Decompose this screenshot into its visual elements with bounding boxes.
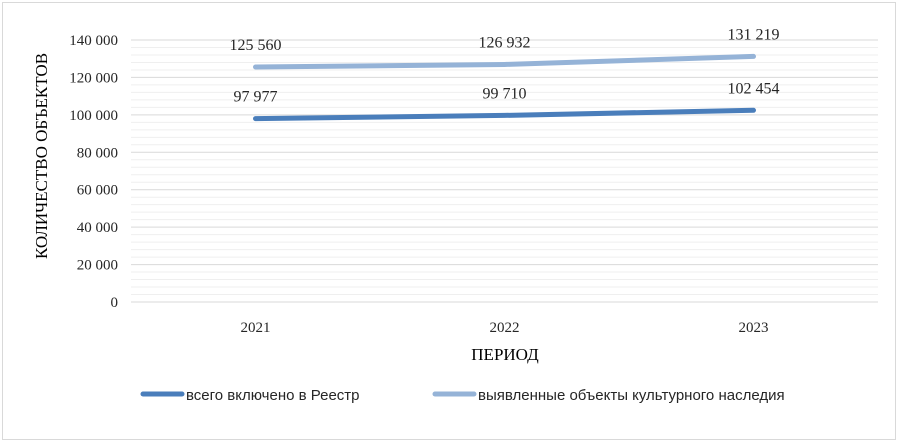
y-tick-label: 60 000	[77, 183, 118, 199]
y-tick-label: 20 000	[77, 258, 118, 274]
x-axis-title: ПЕРИОД	[471, 345, 539, 364]
data-label: 97 977	[234, 89, 278, 106]
y-tick-labels: 0 20 000 40 000 60 000 80 000 100 000 120 000 1…	[69, 33, 118, 311]
data-label: 126 932	[479, 34, 531, 51]
data-labels: 97 977 99 710 102 454 125 560 126 932 131 219	[230, 26, 780, 105]
legend: всего включено в Реестр выявленные объект…	[140, 387, 785, 404]
y-tick-label: 140 000	[69, 33, 118, 49]
y-tick-label: 0	[111, 295, 119, 311]
x-tick-label: 2021	[241, 320, 271, 336]
legend-label-1: всего включено в Реестр	[186, 387, 360, 404]
grid-lines	[131, 39, 878, 303]
y-tick-label: 40 000	[77, 220, 118, 236]
y-axis-title: КОЛИЧЕСТВО ОБЪЕКТОВ	[32, 53, 51, 259]
y-tick-label: 80 000	[77, 145, 118, 161]
series-line-2	[253, 53, 756, 70]
chart-frame	[2, 2, 896, 440]
series-line-1	[253, 107, 756, 122]
y-tick-label: 100 000	[69, 108, 118, 124]
data-label: 99 710	[483, 85, 527, 102]
data-label: 125 560	[230, 37, 282, 54]
x-tick-label: 2022	[490, 320, 520, 336]
x-tick-labels: 2021 2022 2023	[241, 320, 769, 336]
x-tick-label: 2023	[739, 320, 769, 336]
legend-label-2: выявленные объекты культурного наследия	[478, 387, 785, 404]
data-label: 102 454	[728, 80, 780, 97]
series-lines	[253, 53, 756, 122]
y-tick-label: 120 000	[69, 70, 118, 86]
data-label: 131 219	[728, 26, 780, 43]
